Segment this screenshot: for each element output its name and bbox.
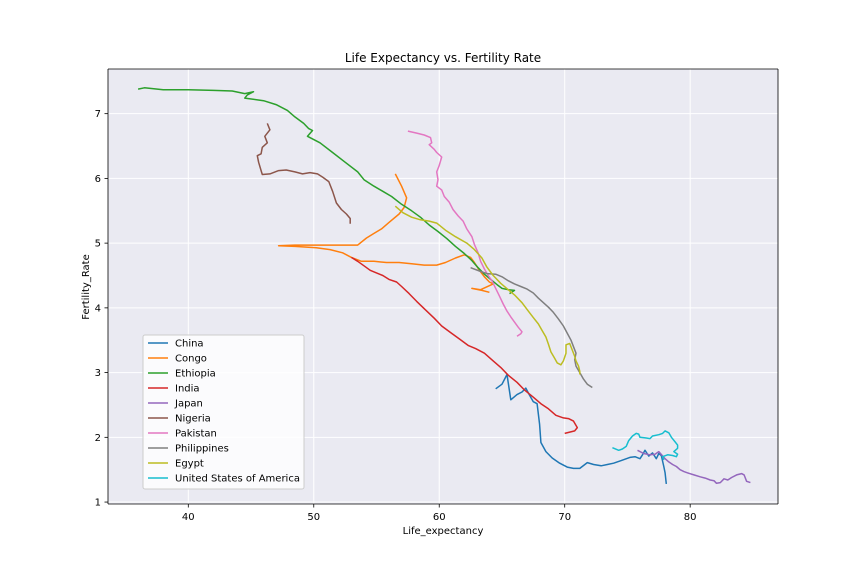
series-line [470, 266, 593, 389]
series-line [407, 130, 523, 337]
plot-frame [107, 68, 779, 505]
y-tick-label: 7 [95, 109, 101, 120]
y-axis-label: Fertility_Rate [81, 254, 92, 320]
x-tick-label: 60 [433, 512, 446, 523]
legend-label: Ethiopia [175, 369, 216, 380]
legend-label: Japan [174, 399, 203, 410]
legend: China Congo Ethiopia India Japan Nigeria Pakis… [142, 334, 305, 490]
series-line [137, 87, 516, 295]
series-line [256, 123, 351, 224]
legend-label: Egypt [175, 459, 204, 470]
series-line [495, 373, 668, 484]
y-tick-label: 2 [95, 433, 101, 444]
legend-label: China [175, 339, 204, 350]
series-line [277, 173, 494, 294]
x-tick-label: 40 [182, 512, 195, 523]
y-tick-label: 4 [95, 303, 101, 314]
legend-label: Nigeria [175, 414, 211, 425]
legend-label: India [175, 384, 200, 395]
series-line [612, 430, 679, 461]
series-lines [137, 87, 751, 485]
y-tick-label: 6 [95, 174, 101, 185]
x-tick-label: 50 [307, 512, 320, 523]
legend-label: Pakistan [175, 429, 217, 440]
y-tick-label: 3 [95, 368, 101, 379]
series-line [394, 205, 581, 375]
x-tick-label: 70 [558, 512, 571, 523]
y-tick-label: 1 [95, 498, 101, 509]
x-tick-label: 80 [684, 512, 697, 523]
y-tick-label: 5 [95, 239, 101, 250]
legend-box [142, 334, 305, 490]
legend-label: Philippines [175, 444, 229, 455]
legend-label: United States of America [175, 474, 300, 485]
axis-ticks: 40 50 60 70 80 1 2 3 4 5 6 7 [95, 109, 697, 523]
legend-label: Congo [175, 354, 207, 365]
x-axis-label: Life_expectancy [403, 526, 484, 537]
series-line [351, 256, 579, 435]
series-line [637, 449, 751, 485]
chart-title: Life Expectancy vs. Fertility Rate [345, 51, 541, 65]
